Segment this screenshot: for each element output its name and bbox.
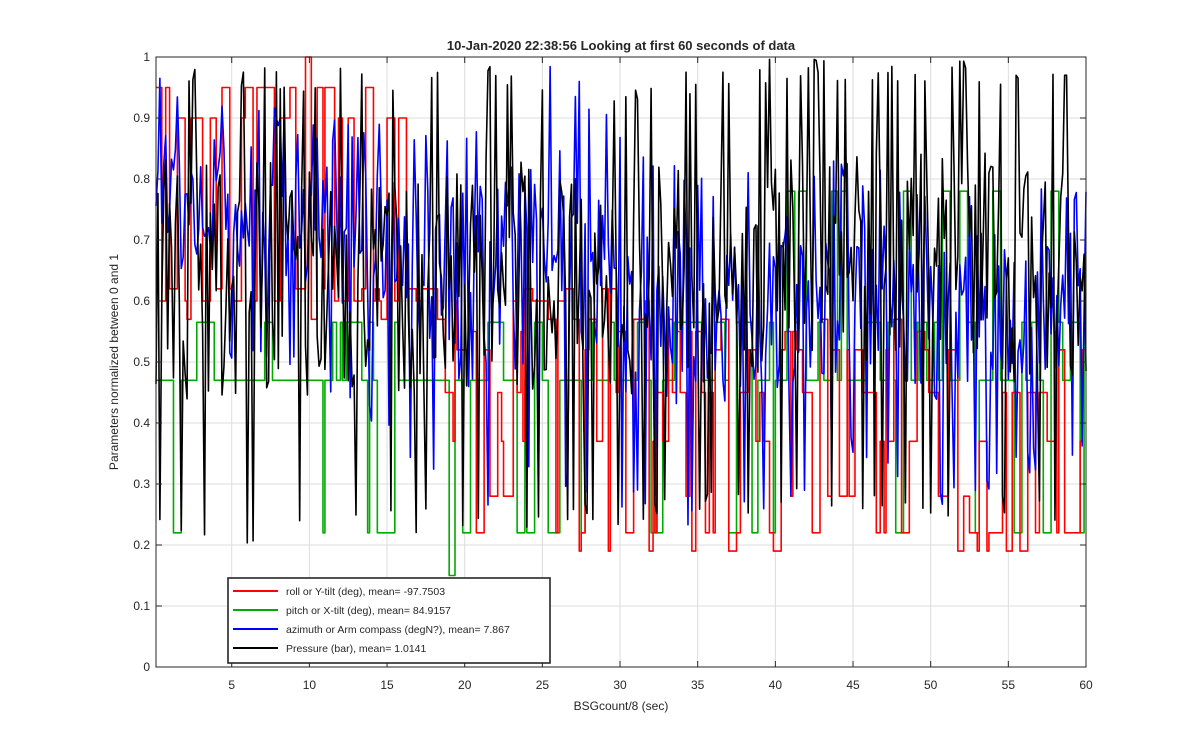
x-tick-label: 10	[303, 678, 317, 692]
y-tick-label: 0.4	[133, 416, 150, 430]
x-tick-label: 55	[1002, 678, 1016, 692]
y-tick-label: 0.8	[133, 172, 150, 186]
series-layer	[155, 56, 1087, 577]
x-tick-label: 20	[458, 678, 472, 692]
legend: roll or Y-tilt (deg), mean= -97.7503 pitc…	[227, 577, 551, 664]
x-tick-label: 40	[769, 678, 783, 692]
y-tick-label: 0.6	[133, 294, 150, 308]
x-tick-label: 15	[380, 678, 394, 692]
series-line-4	[155, 58, 1087, 544]
legend-entry-2: pitch or X-tilt (deg), mean= 84.9157	[286, 605, 451, 617]
y-tick-label: 0.5	[133, 355, 150, 369]
legend-box	[227, 577, 551, 664]
legend-entry-1: roll or Y-tilt (deg), mean= -97.7503	[286, 586, 445, 598]
x-tick-label: 30	[613, 678, 627, 692]
x-tick-label: 50	[924, 678, 938, 692]
x-tick-label: 5	[228, 678, 235, 692]
y-tick-label: 0.9	[133, 111, 150, 125]
x-tick-label: 25	[536, 678, 550, 692]
x-tick-label: 35	[691, 678, 705, 692]
y-axis-label: Parameters normalized between 0 and 1	[107, 254, 121, 470]
y-tick-label: 0.1	[133, 599, 150, 613]
chart-title: 10-Jan-2020 22:38:56 Looking at first 60…	[447, 38, 796, 53]
y-tick-label: 0.3	[133, 477, 150, 491]
y-tick-label: 0.2	[133, 538, 150, 552]
axis-ticks: 5 10 15 20 25 30 35 40 45 50 55 60 0 0.1 0.2 0.3 0.4 0.5 0…	[133, 50, 1093, 692]
x-tick-label: 45	[846, 678, 860, 692]
legend-entry-4: Pressure (bar), mean= 1.0141	[286, 643, 427, 655]
y-tick-label: 0	[143, 660, 150, 674]
y-tick-label: 0.7	[133, 233, 150, 247]
x-tick-label: 60	[1079, 678, 1093, 692]
legend-entry-3: azimuth or Arm compass (degN?), mean= 7.…	[286, 624, 510, 636]
x-axis-label: BSGcount/8 (sec)	[574, 699, 669, 713]
y-tick-label: 1	[143, 50, 150, 64]
series-line-3	[155, 65, 1087, 526]
